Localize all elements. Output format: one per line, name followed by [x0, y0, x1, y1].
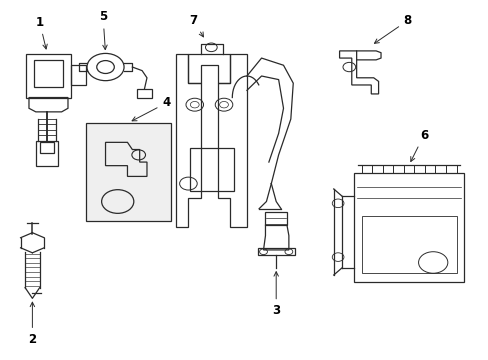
Text: 7: 7	[189, 14, 203, 37]
Text: 4: 4	[132, 96, 170, 121]
Text: 6: 6	[410, 129, 427, 162]
Text: 3: 3	[272, 272, 280, 318]
Text: 2: 2	[28, 302, 37, 346]
Text: 5: 5	[99, 10, 107, 50]
Bar	[353, 173, 463, 282]
Text: 1: 1	[36, 16, 47, 49]
Text: 8: 8	[374, 14, 411, 43]
Bar	[86, 123, 171, 221]
Bar	[361, 216, 456, 273]
